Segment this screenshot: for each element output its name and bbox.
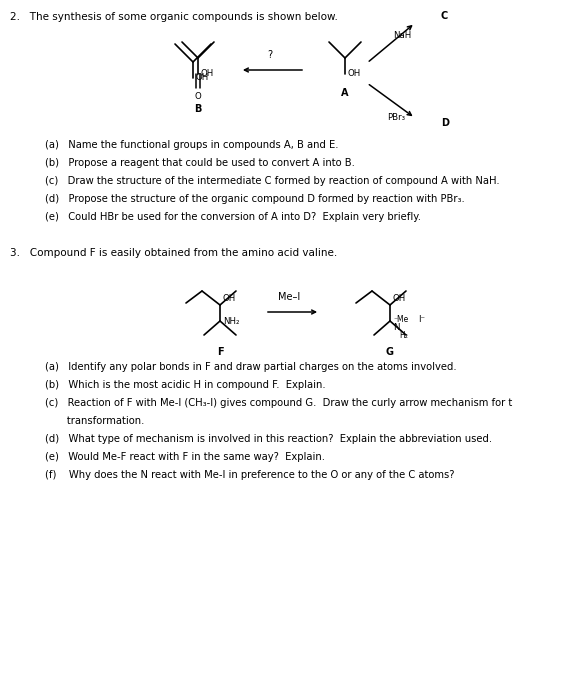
Text: O: O <box>195 92 201 101</box>
Text: (d)   Propose the structure of the organic compound D formed by reaction with PB: (d) Propose the structure of the organic… <box>45 194 465 204</box>
Text: transformation.: transformation. <box>45 416 144 426</box>
Text: OH: OH <box>348 69 361 78</box>
Text: (c)   Reaction of F with Me-I (CH₃-I) gives compound G.  Draw the curly arrow me: (c) Reaction of F with Me-I (CH₃-I) give… <box>45 398 512 408</box>
Text: D: D <box>441 118 449 128</box>
Text: PBr₃: PBr₃ <box>387 113 405 122</box>
Text: H₂: H₂ <box>399 331 408 340</box>
Text: C: C <box>441 11 448 21</box>
Text: (a)   Identify any polar bonds in F and draw partial charges on the atoms involv: (a) Identify any polar bonds in F and dr… <box>45 362 457 372</box>
Text: OH: OH <box>196 74 209 83</box>
Text: 2.   The synthesis of some organic compounds is shown below.: 2. The synthesis of some organic compoun… <box>10 12 338 22</box>
Text: OH: OH <box>223 294 236 303</box>
Text: (a)   Name the functional groups in compounds A, B and E.: (a) Name the functional groups in compou… <box>45 140 338 150</box>
Text: (e)   Would Me-F react with F in the same way?  Explain.: (e) Would Me-F react with F in the same … <box>45 452 325 462</box>
Text: ?: ? <box>268 50 273 60</box>
Text: NH₂: NH₂ <box>223 316 240 326</box>
Text: (f)    Why does the N react with Me-I in preference to the O or any of the C ato: (f) Why does the N react with Me-I in pr… <box>45 470 454 480</box>
Text: (d)   What type of mechanism is involved in this reaction?  Explain the abbrevia: (d) What type of mechanism is involved i… <box>45 434 492 444</box>
Text: 3.   Compound F is easily obtained from the amino acid valine.: 3. Compound F is easily obtained from th… <box>10 248 337 258</box>
Text: G: G <box>386 347 394 357</box>
Text: (c)   Draw the structure of the intermediate C formed by reaction of compound A : (c) Draw the structure of the intermedia… <box>45 176 500 186</box>
Text: A: A <box>341 88 349 98</box>
Text: B: B <box>194 104 202 114</box>
Text: N: N <box>393 323 399 332</box>
Text: (b)   Propose a reagent that could be used to convert A into B.: (b) Propose a reagent that could be used… <box>45 158 355 168</box>
Text: ⁻Me: ⁻Me <box>393 315 408 324</box>
Text: NaH: NaH <box>393 31 411 40</box>
Text: F: F <box>217 347 223 357</box>
Text: OH: OH <box>201 69 214 78</box>
Text: (e)   Could HBr be used for the conversion of A into D?  Explain very briefly.: (e) Could HBr be used for the conversion… <box>45 212 421 222</box>
Text: I⁻: I⁻ <box>418 315 425 324</box>
Text: Me–I: Me–I <box>278 292 300 302</box>
Text: (b)   Which is the most acidic H in compound F.  Explain.: (b) Which is the most acidic H in compou… <box>45 380 325 390</box>
Text: OH: OH <box>393 294 406 303</box>
